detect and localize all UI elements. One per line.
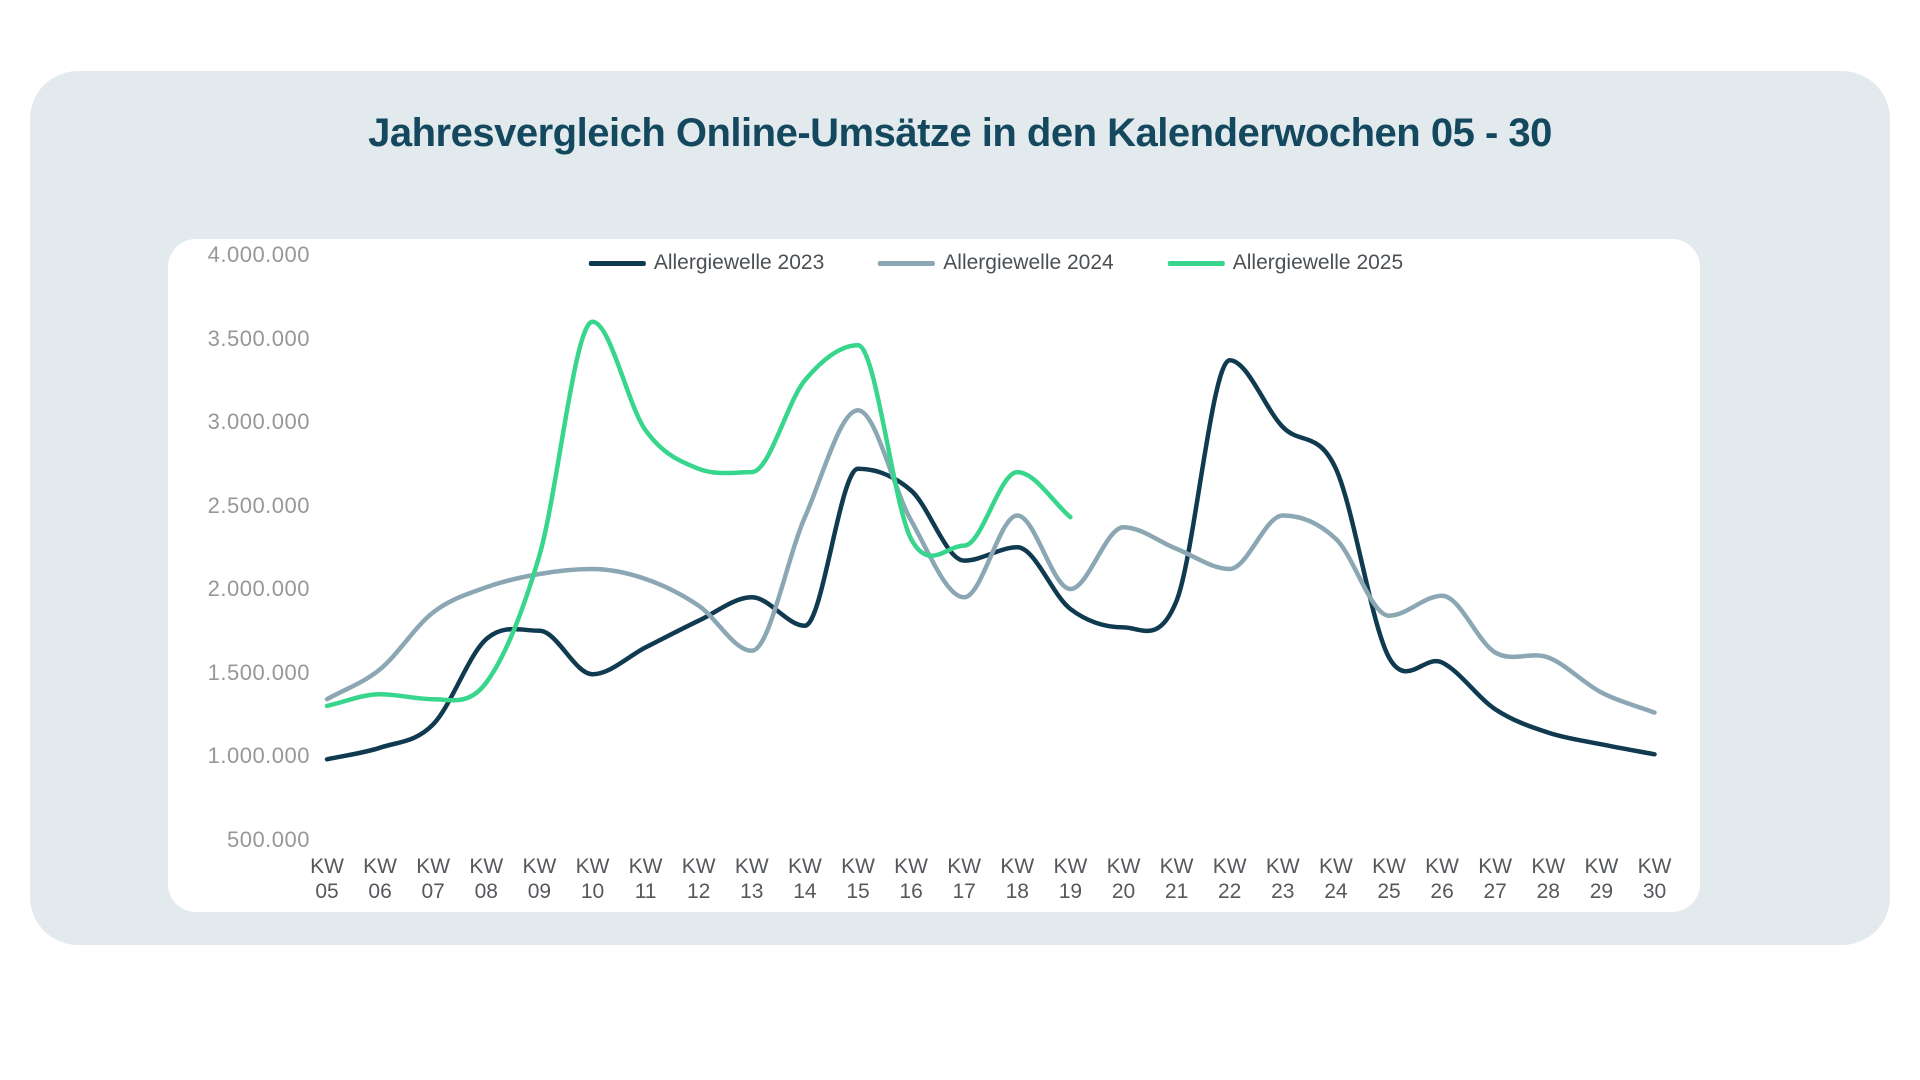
- x-tick-label: KW 10: [575, 855, 610, 903]
- legend-swatch-2023-icon: [588, 260, 646, 266]
- chart-card: Jahresvergleich Online-Umsätze in den Ka…: [30, 71, 1890, 945]
- x-tick-label: KW 07: [416, 855, 451, 903]
- series-line-allergiewelle-2025: [324, 319, 1073, 709]
- y-tick-label: 4.000.000: [207, 242, 310, 267]
- x-tick-label: KW 17: [947, 855, 982, 903]
- x-tick-label: KW 18: [1000, 855, 1035, 903]
- legend-swatch-2025-icon: [1167, 260, 1225, 266]
- y-tick-label: 3.500.000: [207, 325, 310, 351]
- x-tick-label: KW 21: [1159, 855, 1194, 903]
- x-tick-label: KW 28: [1531, 855, 1566, 903]
- series-line-allergiewelle-2024: [324, 408, 1657, 715]
- legend-item-2025: Allergiewelle 2025: [1167, 251, 1404, 275]
- x-tick-label: KW 22: [1212, 855, 1247, 903]
- y-tick-label: 1.000.000: [207, 743, 310, 768]
- x-tick-label: KW 20: [1106, 855, 1141, 903]
- legend-item-2023: Allergiewelle 2023: [588, 251, 825, 275]
- y-tick-label: 3.000.000: [207, 409, 310, 434]
- chart-panel: Allergiewelle 2023 Allergiewelle 2024 Al…: [168, 239, 1700, 912]
- legend-swatch-2024-icon: [878, 260, 936, 266]
- x-tick-label: KW 29: [1584, 855, 1619, 903]
- chart-legend: Allergiewelle 2023 Allergiewelle 2024 Al…: [588, 251, 1404, 275]
- legend-label-2025: Allergiewelle 2025: [1232, 251, 1404, 274]
- x-tick-label: KW 16: [894, 855, 928, 903]
- x-tick-label: KW 05: [310, 855, 344, 903]
- legend-label-2023: Allergiewelle 2023: [653, 251, 825, 274]
- x-tick-label: KW 06: [363, 855, 397, 903]
- x-tick-label: KW 19: [1053, 855, 1088, 903]
- line-chart: [324, 319, 1657, 762]
- x-tick-label: KW 26: [1425, 855, 1459, 903]
- x-tick-label: KW 13: [734, 855, 769, 903]
- x-tick-label: KW 09: [522, 855, 557, 903]
- x-tick-label: KW 12: [681, 855, 716, 903]
- x-tick-label: KW 27: [1478, 855, 1513, 903]
- chart-title: Jahresvergleich Online-Umsätze in den Ka…: [368, 111, 1552, 155]
- x-tick-label: KW 24: [1318, 855, 1353, 903]
- y-tick-label: 2.000.000: [207, 576, 310, 601]
- x-tick-label: KW 11: [628, 855, 663, 903]
- y-tick-label: 2.500.000: [207, 492, 310, 518]
- x-tick-label: KW 23: [1265, 855, 1300, 903]
- x-tick-label: KW 15: [841, 855, 875, 903]
- y-tick-label: 1.500.000: [207, 659, 310, 685]
- x-tick-label: KW 14: [787, 855, 822, 903]
- series-line-allergiewelle-2023: [324, 357, 1657, 762]
- x-tick-label: KW 30: [1637, 855, 1672, 903]
- legend-item-2024: Allergiewelle 2024: [878, 251, 1114, 275]
- x-tick-label: KW 25: [1372, 855, 1406, 903]
- legend-label-2024: Allergiewelle 2024: [943, 251, 1114, 274]
- y-tick-label: 500.000: [226, 826, 310, 852]
- x-tick-label: KW 08: [469, 855, 504, 903]
